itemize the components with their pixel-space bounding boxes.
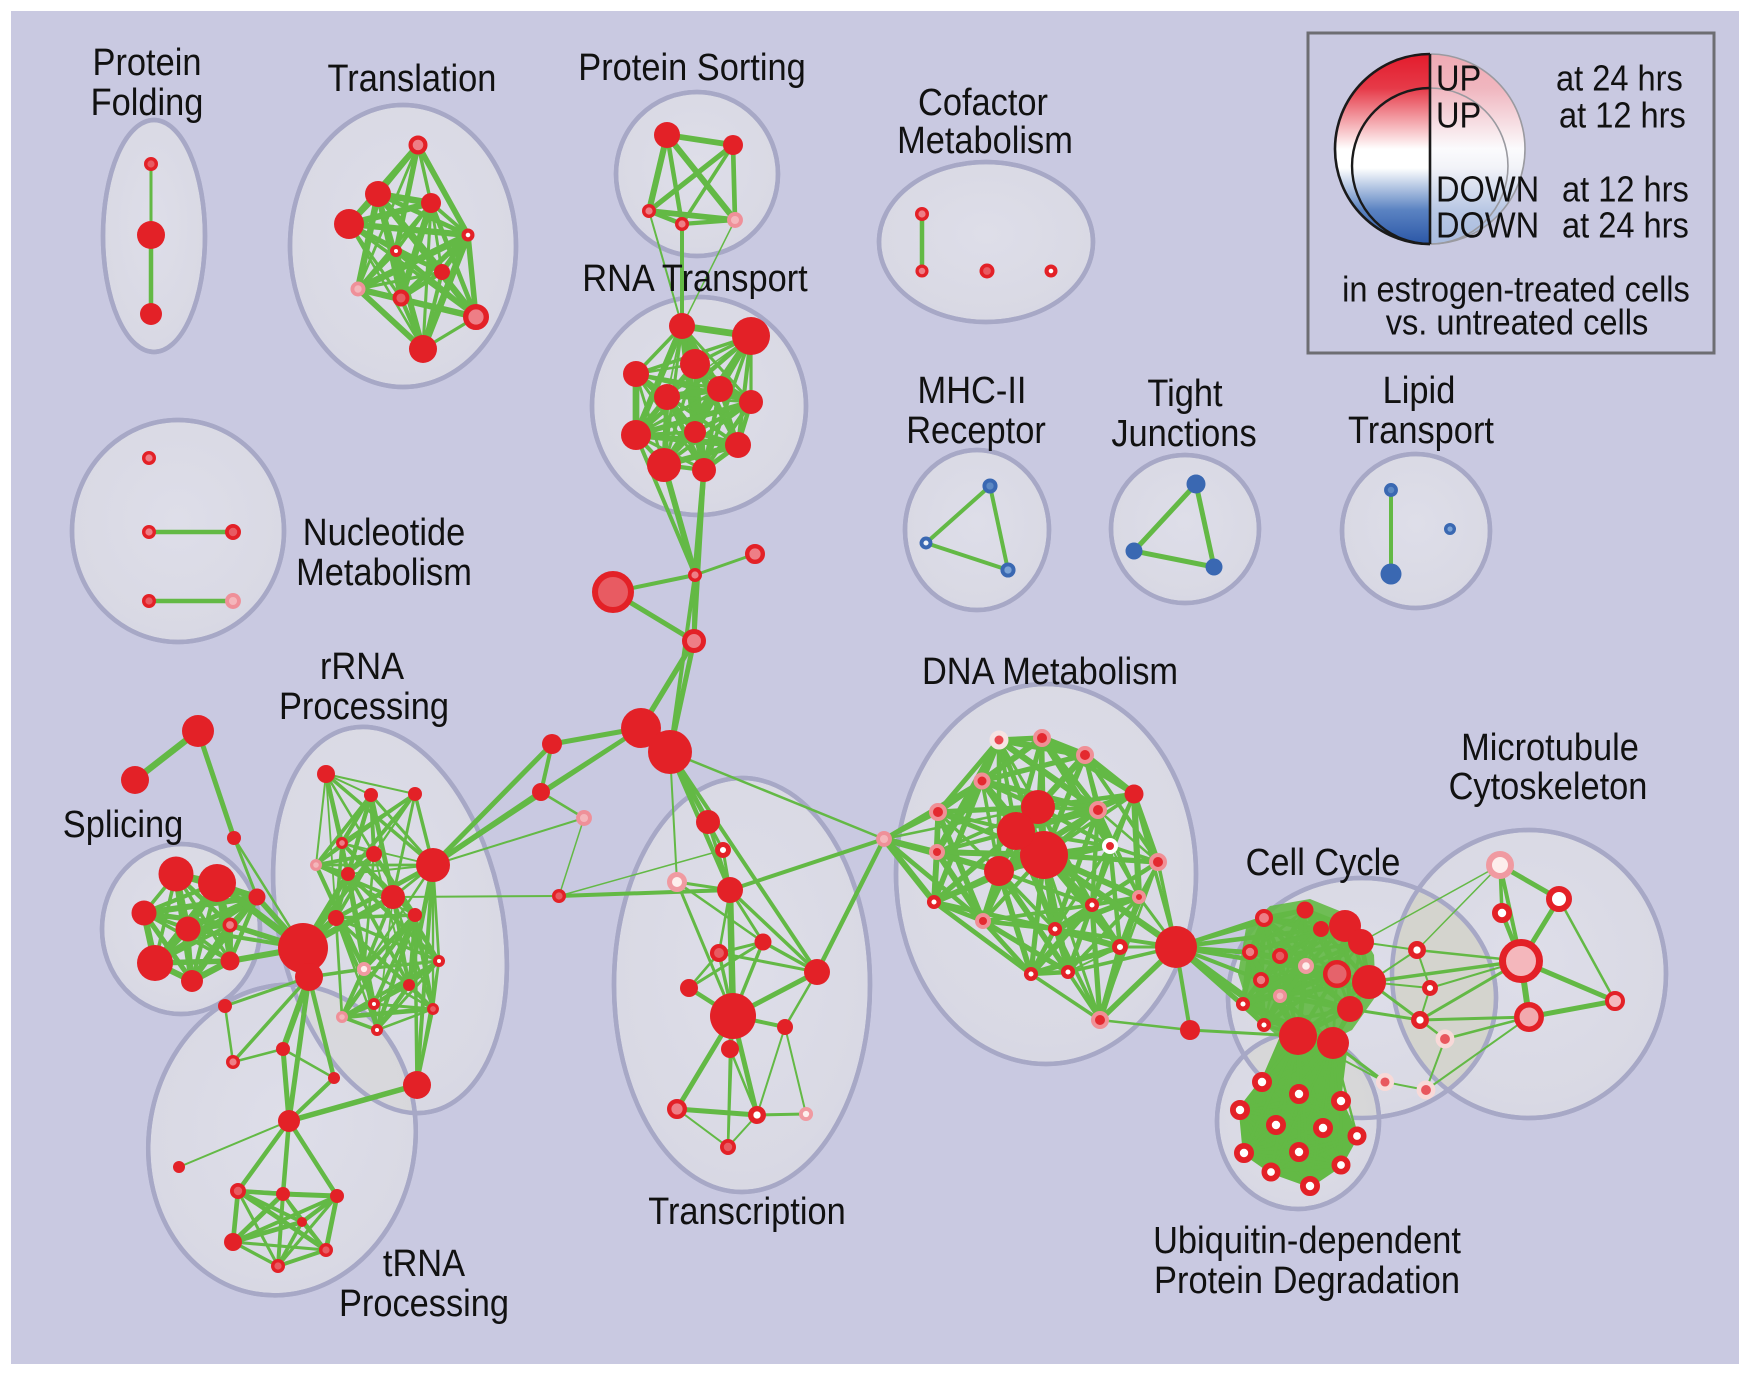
svg-text:Metabolism: Metabolism <box>897 120 1073 162</box>
svg-text:in estrogen-treated cells: in estrogen-treated cells <box>1342 269 1690 310</box>
svg-text:Transport: Transport <box>1348 410 1494 452</box>
svg-text:Protein: Protein <box>93 42 202 84</box>
svg-text:Receptor: Receptor <box>906 410 1046 452</box>
svg-text:Folding: Folding <box>91 82 204 124</box>
svg-text:Junctions: Junctions <box>1111 413 1256 455</box>
svg-text:Microtubule: Microtubule <box>1461 727 1639 769</box>
svg-text:UP: UP <box>1436 95 1481 136</box>
svg-text:RNA Transport: RNA Transport <box>582 258 808 300</box>
svg-text:Processing: Processing <box>339 1283 509 1325</box>
svg-text:at 12 hrs: at 12 hrs <box>1559 95 1686 136</box>
svg-text:Nucleotide: Nucleotide <box>303 512 466 554</box>
svg-text:Transcription: Transcription <box>648 1191 846 1233</box>
svg-text:Lipid: Lipid <box>1383 370 1456 412</box>
svg-text:at 24 hrs: at 24 hrs <box>1562 205 1689 246</box>
svg-text:Processing: Processing <box>279 686 449 728</box>
svg-text:DOWN: DOWN <box>1436 169 1539 210</box>
svg-text:Tight: Tight <box>1147 373 1223 415</box>
svg-text:Translation: Translation <box>328 58 497 100</box>
svg-text:vs. untreated cells: vs. untreated cells <box>1386 302 1649 343</box>
svg-text:at 24 hrs: at 24 hrs <box>1556 58 1683 99</box>
svg-text:DNA Metabolism: DNA Metabolism <box>922 651 1178 693</box>
svg-text:Cell Cycle: Cell Cycle <box>1246 842 1401 884</box>
svg-text:Metabolism: Metabolism <box>296 552 472 594</box>
svg-text:at 12 hrs: at 12 hrs <box>1562 169 1689 210</box>
svg-text:MHC-II: MHC-II <box>918 370 1027 412</box>
svg-text:Splicing: Splicing <box>63 804 183 846</box>
svg-text:DOWN: DOWN <box>1436 205 1539 246</box>
svg-text:Ubiquitin-dependent: Ubiquitin-dependent <box>1153 1220 1461 1262</box>
svg-text:UP: UP <box>1436 58 1481 99</box>
svg-text:Cytoskeleton: Cytoskeleton <box>1449 766 1648 808</box>
svg-text:tRNA: tRNA <box>383 1243 466 1285</box>
svg-text:Protein Degradation: Protein Degradation <box>1154 1260 1460 1302</box>
svg-text:Protein Sorting: Protein Sorting <box>578 47 806 89</box>
svg-text:rRNA: rRNA <box>320 646 405 688</box>
svg-text:Cofactor: Cofactor <box>918 82 1048 124</box>
